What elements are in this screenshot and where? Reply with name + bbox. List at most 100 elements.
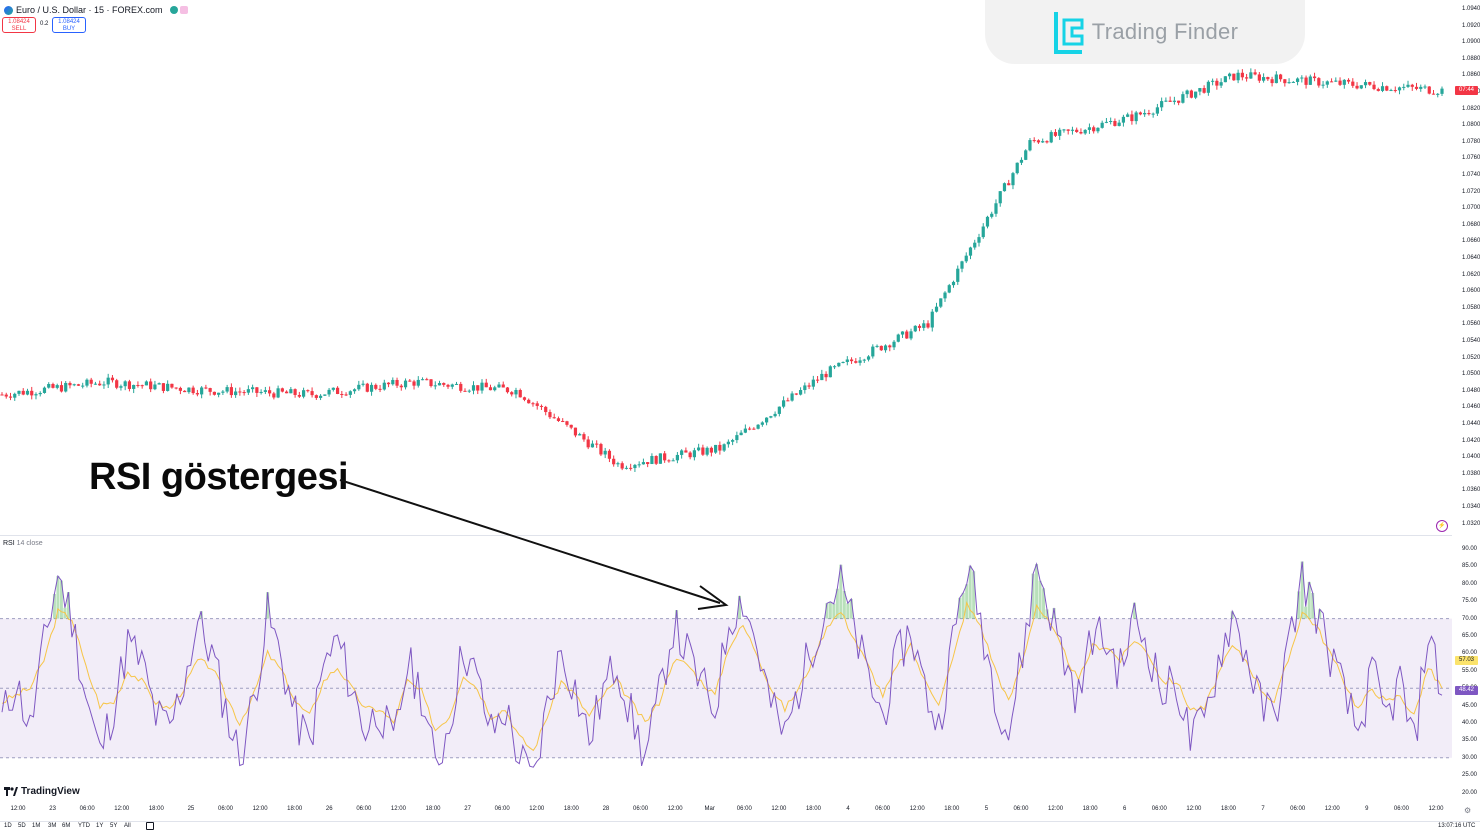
candle-body xyxy=(1109,120,1113,122)
buy-button[interactable]: 1.08424 BUY xyxy=(52,17,86,33)
candle-body xyxy=(879,345,883,351)
time-axis-label: 06:00 xyxy=(494,806,510,812)
candle-body xyxy=(1232,73,1236,81)
candle-body xyxy=(892,341,896,348)
price-chart[interactable] xyxy=(0,0,1452,535)
candle-body xyxy=(871,346,875,357)
time-axis-label: 12:00 xyxy=(114,806,130,812)
time-axis-label: 12:00 xyxy=(1324,806,1340,812)
candle-body xyxy=(845,359,849,362)
candle-body xyxy=(386,382,391,385)
price-axis-label: 1.09200 xyxy=(1462,22,1480,29)
candle-body xyxy=(1295,78,1300,82)
candle-body xyxy=(51,384,55,388)
candle-body xyxy=(769,416,773,418)
candle-body xyxy=(675,454,679,461)
rsi-axis-label: 70.00 xyxy=(1462,615,1478,622)
time-axis-label: 18:00 xyxy=(287,806,303,812)
candle-body xyxy=(701,447,705,455)
sell-button[interactable]: 1.08424 SELL xyxy=(2,17,36,33)
candle-body xyxy=(195,393,199,395)
rsi-chart[interactable] xyxy=(0,536,1452,806)
candle-body xyxy=(268,390,272,394)
time-axis-label: 25 xyxy=(187,806,195,812)
candle-body xyxy=(1346,79,1351,82)
candle-body xyxy=(1032,140,1036,142)
candle-body xyxy=(68,382,72,386)
market-status xyxy=(169,6,188,14)
range-button-1m[interactable]: 1M xyxy=(32,823,41,829)
candle-body xyxy=(149,381,153,390)
range-button-1d[interactable]: 1D xyxy=(4,823,12,829)
candle-body xyxy=(259,391,263,393)
candle-body xyxy=(38,392,42,395)
candle-body xyxy=(1427,86,1431,94)
candle-body xyxy=(692,450,696,458)
candle-body xyxy=(433,385,437,387)
candle-body xyxy=(510,392,514,395)
rsi-axis-label: 65.00 xyxy=(1462,633,1478,639)
candle-body xyxy=(1402,86,1406,88)
candle-body xyxy=(463,390,467,392)
candle-body xyxy=(1053,132,1058,136)
candle-body xyxy=(115,380,119,388)
price-axis-label: 1.08200 xyxy=(1462,105,1480,112)
candle-body xyxy=(671,460,675,462)
replay-icon[interactable]: ⚡ xyxy=(1436,520,1448,532)
candle-body xyxy=(1096,127,1100,132)
range-button-3m[interactable]: 3M xyxy=(48,823,57,829)
candle-body xyxy=(399,385,403,388)
range-button-all[interactable]: All xyxy=(124,823,131,829)
candle-body xyxy=(21,390,25,395)
time-axis-label: 28 xyxy=(602,806,610,812)
candle-body xyxy=(680,450,684,455)
candle-body xyxy=(1291,81,1295,83)
range-button-6m[interactable]: 6M xyxy=(62,823,71,829)
candle-body xyxy=(1266,77,1270,80)
candle-body xyxy=(416,379,420,386)
candle-body xyxy=(905,331,909,339)
candle-body xyxy=(561,420,565,422)
utc-clock[interactable]: 13:07:16 UTC xyxy=(1438,823,1476,829)
pane-separator[interactable] xyxy=(0,535,1452,536)
candle-body xyxy=(89,379,93,384)
candle-body xyxy=(582,434,586,440)
candle-body xyxy=(1058,129,1062,136)
candle-body xyxy=(777,406,781,414)
candle-body xyxy=(837,362,841,367)
candle-body xyxy=(301,390,306,397)
rsi-axis-label: 40.00 xyxy=(1462,720,1478,726)
range-button-ytd[interactable]: YTD xyxy=(78,823,90,829)
chart-settings-icon[interactable]: ⚙ xyxy=(1464,806,1472,815)
candle-body xyxy=(922,323,926,328)
candle-body xyxy=(641,462,646,465)
candle-body xyxy=(781,400,786,407)
range-button-1y[interactable]: 1Y xyxy=(96,823,104,829)
range-button-5d[interactable]: 5D xyxy=(18,823,26,829)
candle-body xyxy=(748,428,752,430)
candle-body xyxy=(501,384,505,388)
candle-body xyxy=(1236,72,1240,81)
calendar-icon[interactable] xyxy=(146,822,154,830)
candle-body xyxy=(425,379,429,381)
rsi-axis-label: 25.00 xyxy=(1462,772,1478,779)
candle-body xyxy=(293,389,297,395)
range-button-5y[interactable]: 5Y xyxy=(110,823,118,829)
candle-body xyxy=(756,424,760,429)
symbol-header[interactable]: Euro / U.S. Dollar · 15 · FOREX.com xyxy=(4,4,188,16)
bottom-toolbar xyxy=(0,821,1480,835)
candle-body xyxy=(569,424,573,428)
spread-value: 0.2 xyxy=(40,21,49,27)
candle-body xyxy=(1380,86,1385,91)
candle-body xyxy=(633,464,637,469)
candle-body xyxy=(1342,79,1346,85)
rsi-title[interactable]: RSI 14 close xyxy=(3,540,43,547)
candle-body xyxy=(246,389,250,393)
candle-body xyxy=(917,325,922,328)
candle-body xyxy=(522,397,527,400)
candle-body xyxy=(1070,129,1075,131)
candle-body xyxy=(1028,140,1032,151)
candle-body xyxy=(64,382,68,392)
candle-body xyxy=(586,439,590,448)
